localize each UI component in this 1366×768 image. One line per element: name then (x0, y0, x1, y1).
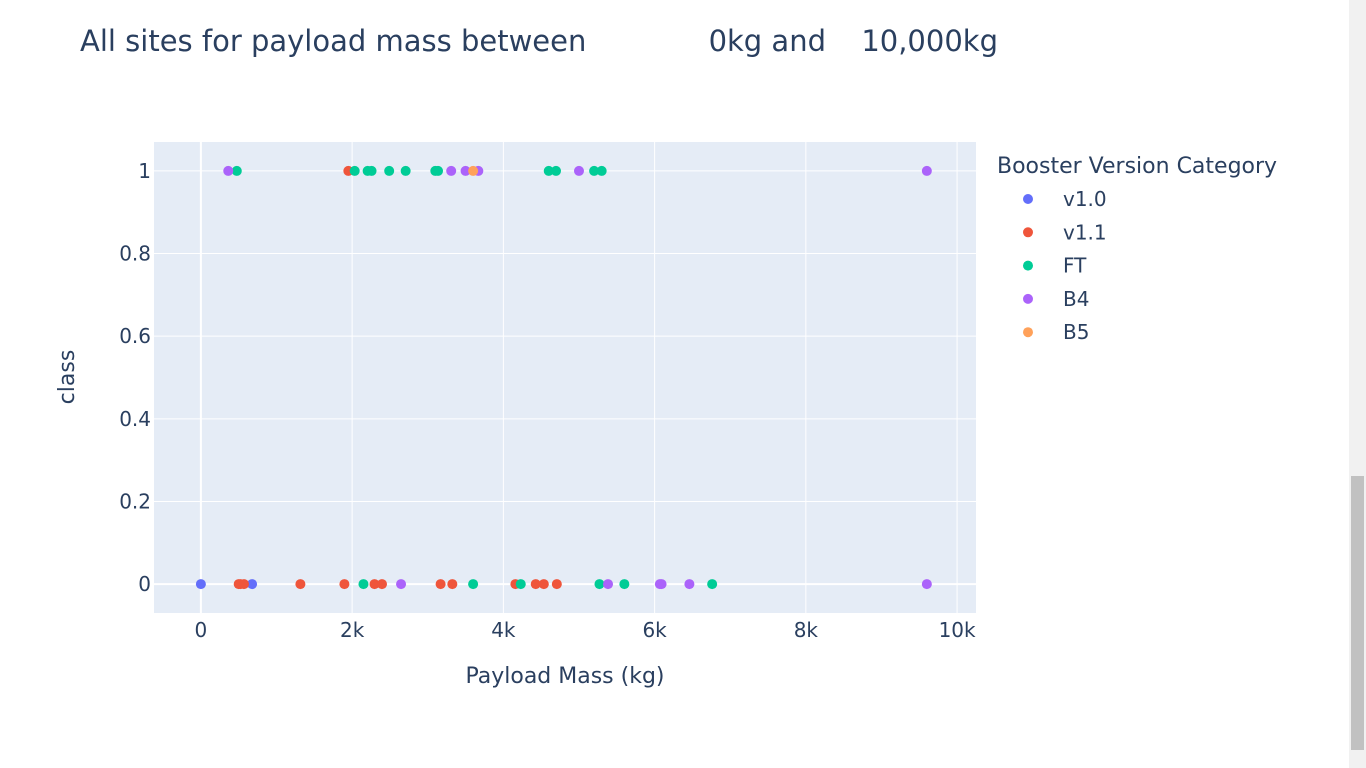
data-point[interactable] (447, 579, 458, 590)
data-point[interactable] (195, 579, 206, 590)
legend-label: v1.0 (1063, 187, 1107, 211)
legend-marker (1023, 327, 1033, 338)
data-point[interactable] (530, 579, 541, 590)
data-point[interactable] (446, 165, 457, 176)
data-point[interactable] (376, 579, 387, 590)
title-high-value: 10,000kg (861, 24, 998, 58)
x-axis-label: Payload Mass (kg) (465, 664, 664, 689)
data-point[interactable] (684, 579, 695, 590)
series-b4 (223, 165, 932, 590)
legend-label: v1.1 (1063, 220, 1107, 244)
data-point[interactable] (543, 165, 554, 176)
data-point[interactable] (551, 165, 562, 176)
title-low-value: 0kg and (708, 24, 826, 58)
y-tick-label: 0.8 (119, 242, 151, 266)
data-point[interactable] (707, 579, 718, 590)
data-point[interactable] (468, 165, 479, 176)
data-point[interactable] (369, 579, 380, 590)
data-point[interactable] (349, 165, 360, 176)
chart-title: All sites for payload mass between 0kg an… (80, 24, 998, 58)
x-tick-label: 8k (794, 618, 819, 642)
legend-item[interactable]: B5 (1023, 320, 1089, 344)
y-tick-label: 0.6 (119, 324, 151, 348)
series-v1-1 (233, 165, 562, 590)
data-point[interactable] (238, 579, 249, 590)
x-gridlines (199, 142, 958, 613)
x-tick-label: 2k (340, 618, 365, 642)
legend-item[interactable]: v1.0 (1023, 187, 1107, 211)
legend-title: Booster Version Category (997, 154, 1277, 179)
legend-marker (1023, 227, 1033, 238)
scrollbar-thumb[interactable] (1351, 476, 1364, 750)
title-prefix: All sites for payload mass between (80, 24, 587, 58)
data-point[interactable] (619, 579, 630, 590)
legend-label: B5 (1063, 320, 1089, 344)
data-point[interactable] (603, 579, 614, 590)
legend-item[interactable]: FT (1023, 254, 1087, 278)
data-point[interactable] (656, 579, 667, 590)
series-b5 (468, 165, 479, 176)
data-point[interactable] (358, 579, 369, 590)
series-v1-0 (195, 579, 258, 590)
data-point[interactable] (589, 165, 600, 176)
y-tick-label: 0.2 (119, 489, 151, 513)
x-tick-labels: 0 2k 4k 6k 8k 10k (195, 618, 977, 642)
series-ft (231, 165, 718, 590)
y-tick-label: 0.4 (119, 407, 151, 431)
data-point[interactable] (538, 579, 549, 590)
data-point[interactable] (921, 579, 932, 590)
data-point[interactable] (515, 579, 526, 590)
data-points (195, 165, 932, 590)
y-tick-label: 0 (138, 572, 151, 596)
legend-item[interactable]: v1.1 (1023, 220, 1107, 244)
data-point[interactable] (460, 165, 471, 176)
data-point[interactable] (223, 165, 234, 176)
y-tick-label: 1 (138, 159, 151, 183)
data-point[interactable] (295, 579, 306, 590)
legend-marker (1023, 260, 1033, 271)
data-point[interactable] (396, 579, 407, 590)
legend[interactable]: v1.0 v1.1 FT B4 B5 (1023, 187, 1107, 344)
y-gridlines (154, 170, 976, 586)
data-point[interactable] (339, 579, 350, 590)
data-point[interactable] (384, 165, 395, 176)
data-point[interactable] (366, 165, 377, 176)
y-axis-label: class (55, 350, 80, 405)
x-tick-label: 6k (642, 618, 667, 642)
data-point[interactable] (596, 165, 607, 176)
legend-marker (1023, 293, 1033, 304)
legend-label: B4 (1063, 287, 1089, 311)
legend-item[interactable]: B4 (1023, 287, 1089, 311)
data-point[interactable] (433, 165, 444, 176)
x-tick-label: 10k (939, 618, 976, 642)
data-point[interactable] (551, 579, 562, 590)
legend-label: FT (1063, 254, 1087, 278)
data-point[interactable] (921, 165, 932, 176)
data-point[interactable] (468, 579, 479, 590)
legend-marker (1023, 194, 1033, 204)
data-point[interactable] (247, 579, 258, 590)
plot-area (154, 142, 976, 613)
data-point[interactable] (435, 579, 446, 590)
data-point[interactable] (231, 165, 242, 176)
x-tick-label: 0 (195, 618, 208, 642)
data-point[interactable] (400, 165, 411, 176)
data-point[interactable] (594, 579, 605, 590)
y-tick-labels: 0 0.2 0.4 0.6 0.8 1 (119, 159, 151, 596)
data-point[interactable] (573, 165, 584, 176)
x-tick-label: 4k (491, 618, 516, 642)
